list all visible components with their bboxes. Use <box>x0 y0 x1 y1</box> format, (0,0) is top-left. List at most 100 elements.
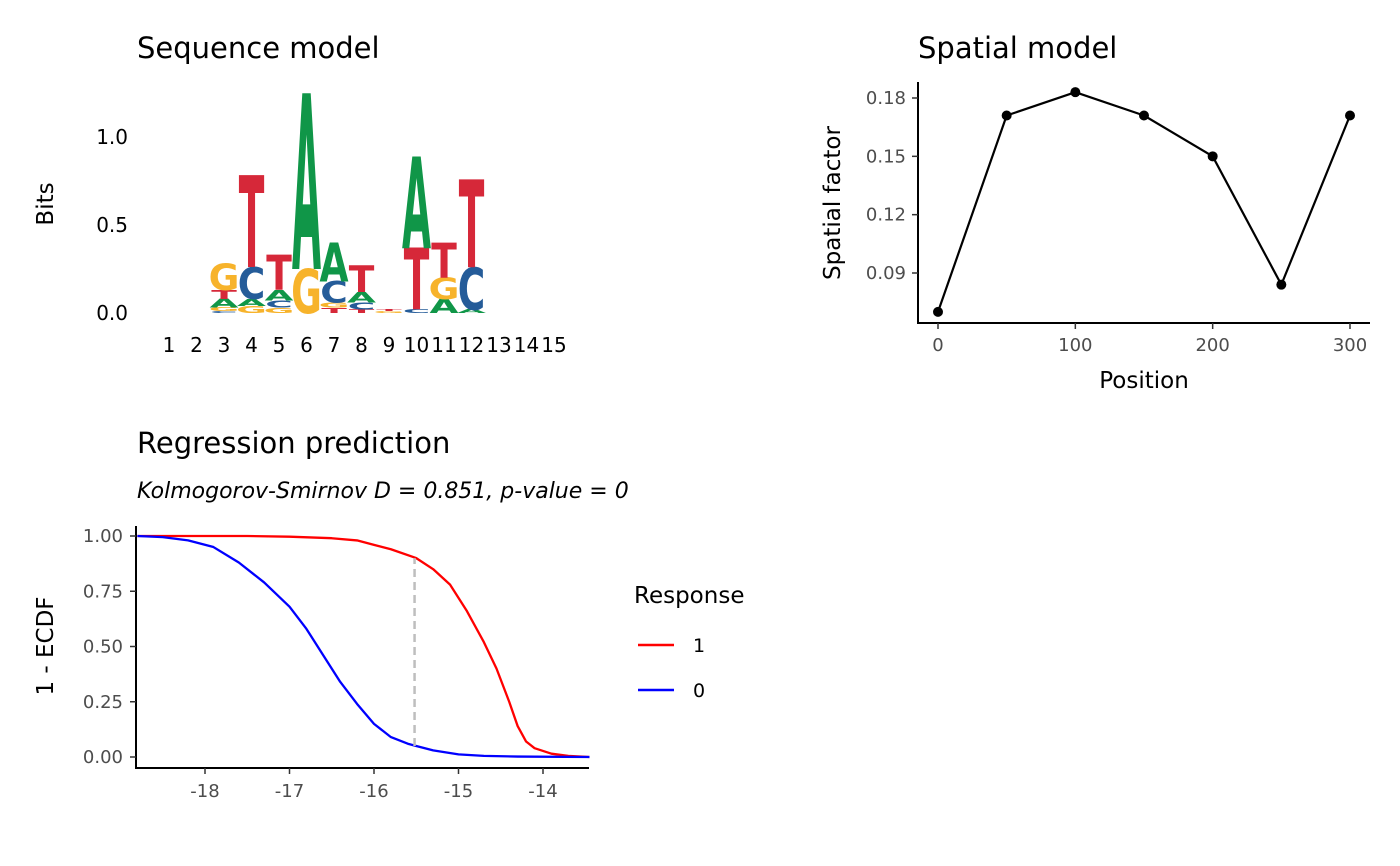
logo-x-tick-label: 3 <box>218 333 231 357</box>
logo-x-tick-label: 15 <box>541 333 566 357</box>
sequence-logo-y-ticks: 0.0 0.5 1.0 <box>96 125 128 325</box>
legend-label-series-0: 0 <box>693 680 705 702</box>
regression-y-tick-label: 0.00 <box>83 747 123 768</box>
regression-x-tick-label: -15 <box>444 781 473 802</box>
spatial-point <box>933 306 943 317</box>
sequence-logo-ylabel: Bits <box>33 182 59 225</box>
regression-x-tick-label: -18 <box>190 781 219 802</box>
logo-x-tick-label: 8 <box>355 333 368 357</box>
spatial-x-tick-label: 200 <box>1195 335 1229 356</box>
spatial-model-xlabel: Position <box>1099 368 1189 394</box>
logo-letter: T <box>239 151 265 297</box>
ecdf-line-series-0 <box>137 534 590 759</box>
logo-x-tick-label: 11 <box>431 333 456 357</box>
logo-letter: T <box>376 309 402 312</box>
logo-x-tick-label: 12 <box>459 333 484 357</box>
logo-x-tick-label: 9 <box>383 333 396 357</box>
logo-x-tick-label: 1 <box>163 333 176 357</box>
logo-letter: G <box>209 257 240 299</box>
logo-letter: C <box>403 309 431 315</box>
spatial-model-title: Spatial model <box>918 31 1117 65</box>
spatial-model-ticks: 0 100 200 300 0.09 0.12 0.15 0.18 <box>866 88 1367 356</box>
logo-letter: A <box>237 298 267 309</box>
sequence-logo-panel: Sequence model Bits 0.00.51.0 CGATGGACTG… <box>33 31 567 357</box>
legend-label-series-1: 1 <box>693 635 705 657</box>
logo-letter: A <box>402 131 431 277</box>
spatial-line <box>936 91 1352 313</box>
logo-x-tick-label: 10 <box>404 333 429 357</box>
spatial-y-tick-label: 0.12 <box>866 205 906 226</box>
sequence-logo-x-ticks: 1 2 3 4 5 6 7 8 9 10 11 12 13 14 15 <box>163 333 567 357</box>
regression-legend: Response 1 0 <box>634 583 744 702</box>
logo-x-tick-label: 5 <box>273 333 286 357</box>
spatial-point <box>1001 110 1012 121</box>
logo-y-tick-label: 1.0 <box>96 125 128 149</box>
spatial-x-tick-label: 0 <box>932 335 943 356</box>
logo-y-tick-label: 0.5 <box>96 213 128 237</box>
spatial-y-tick-label: 0.18 <box>866 88 906 109</box>
regression-ticks: -18 -17 -16 -15 -14 0.00 0.25 0.50 0.75 1.00 <box>83 526 558 802</box>
logo-letter: A <box>347 289 376 306</box>
regression-y-tick-label: 0.25 <box>83 692 123 713</box>
spatial-y-tick-label: 0.09 <box>866 263 906 284</box>
spatial-point <box>1070 87 1081 98</box>
spatial-model-ylabel: Spatial factor <box>820 126 846 280</box>
logo-letter: T <box>349 309 376 315</box>
logo-letter: A <box>209 296 239 310</box>
logo-letter: T <box>404 232 430 330</box>
logo-letter: C <box>210 311 238 314</box>
spatial-x-tick-label: 100 <box>1058 335 1092 356</box>
logo-letter: T <box>266 247 292 303</box>
regression-series <box>137 534 590 759</box>
logo-x-tick-label: 13 <box>486 333 511 357</box>
regression-y-tick-label: 0.50 <box>83 637 123 658</box>
logo-letter: G <box>429 272 460 306</box>
logo-y-tick-label: 0.0 <box>96 301 128 325</box>
legend-title: Response <box>634 583 744 609</box>
ecdf-line-series-1 <box>137 534 590 759</box>
logo-x-tick-label: 6 <box>300 333 313 357</box>
logo-letter: T <box>349 259 375 301</box>
logo-letter: T <box>321 307 347 315</box>
logo-letter: C <box>238 258 266 309</box>
logo-letter: A <box>264 287 293 304</box>
regression-panel: Regression prediction Kolmogorov-Smirnov… <box>33 426 744 802</box>
logo-x-tick-label: 14 <box>514 333 539 357</box>
spatial-point <box>1139 110 1149 121</box>
logo-letter: C <box>458 257 486 323</box>
logo-letter: A <box>292 45 321 326</box>
spatial-model-panel: Spatial model Spatial factor Position 0 1… <box>820 31 1370 394</box>
spatial-point <box>1345 110 1355 121</box>
spatial-point <box>1276 279 1287 290</box>
regression-subtitle: Kolmogorov-Smirnov D = 0.851, p-value = … <box>137 479 629 504</box>
spatial-model-series <box>933 87 1355 317</box>
logo-letter: T <box>431 234 457 290</box>
logo-letter: G <box>319 301 350 309</box>
logo-letter: C <box>348 301 376 312</box>
regression-x-tick-label: -17 <box>275 781 304 802</box>
spatial-point <box>1207 151 1218 162</box>
logo-letter: A <box>319 232 348 294</box>
regression-title: Regression prediction <box>137 426 450 460</box>
logo-letter: G <box>209 307 240 313</box>
regression-x-tick-label: -16 <box>359 781 388 802</box>
sequence-logo-title: Sequence model <box>137 31 380 65</box>
regression-x-tick-label: -14 <box>528 781 557 802</box>
logo-letter: G <box>264 307 295 315</box>
logo-letter: C <box>320 276 348 310</box>
spatial-x-tick-label: 300 <box>1333 335 1367 356</box>
logo-letter: A <box>457 309 486 315</box>
logo-letter: G <box>236 305 267 316</box>
logo-x-tick-label: 2 <box>190 333 203 357</box>
logo-letter: T <box>459 157 485 297</box>
regression-ylabel: 1 - ECDF <box>33 596 59 695</box>
logo-x-tick-label: 7 <box>328 333 341 357</box>
logo-letter: G <box>291 257 322 328</box>
logo-letter: A <box>429 296 458 319</box>
regression-y-tick-label: 0.75 <box>83 581 123 602</box>
logo-letter: C <box>265 299 293 310</box>
spatial-y-tick-label: 0.15 <box>866 146 906 167</box>
logo-x-tick-label: 4 <box>245 333 258 357</box>
